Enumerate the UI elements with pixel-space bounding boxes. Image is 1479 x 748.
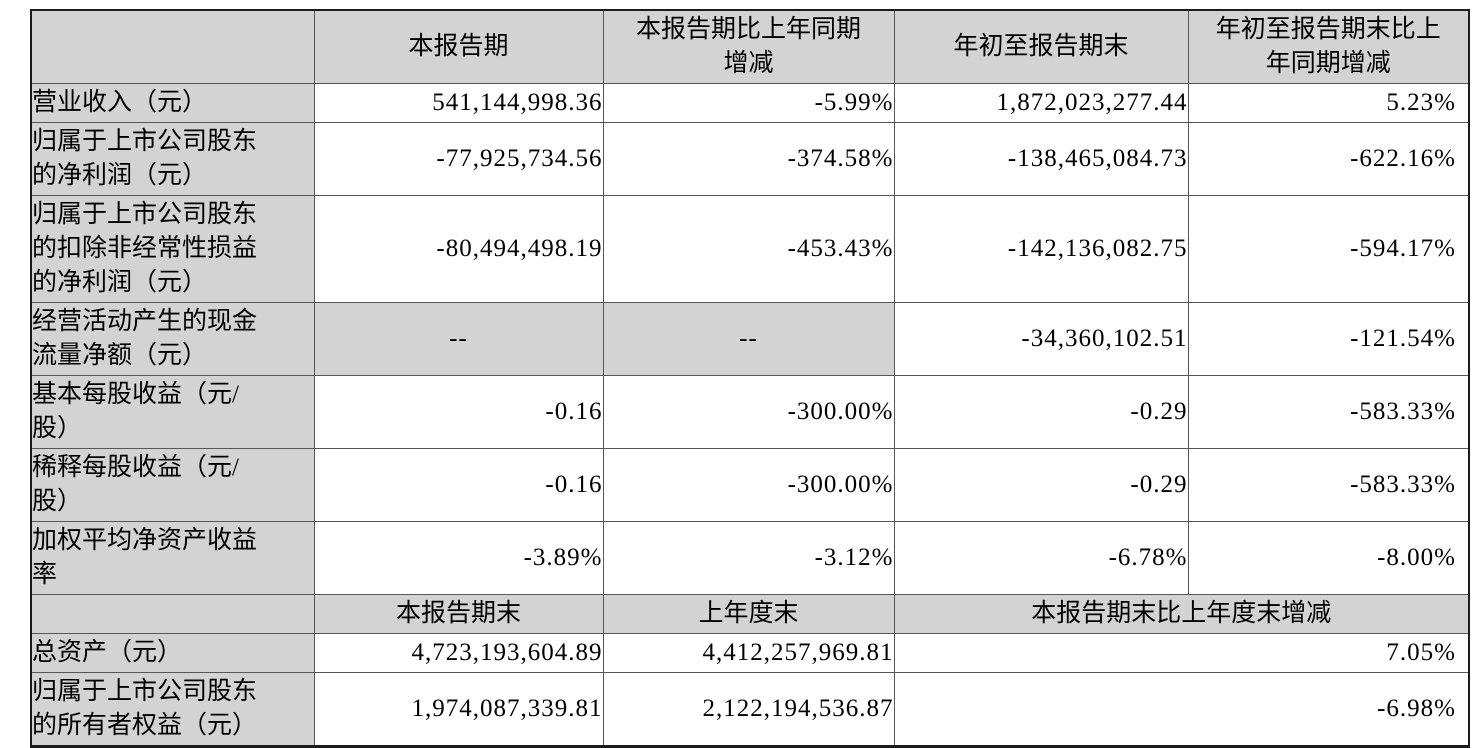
cell-ytd: 1,872,023,277.44 [893,83,1189,123]
table-row-basic-eps: 基本每股收益（元/ 股） -0.16 -300.00% -0.29 -583.3… [30,375,1470,449]
cell-current: -0.16 [313,375,604,449]
cell-ytd: -34,360,102.51 [893,302,1189,376]
cell-ytd: -138,465,084.73 [893,122,1189,196]
cell-current-yoy: -3.12% [602,521,895,595]
table-row-weighted-avg-roe: 加权平均净资产收益 率 -3.89% -3.12% -6.78% -8.00% [30,521,1470,595]
cell-ytd-yoy: -8.00% [1187,521,1470,595]
corner-blank-cell [30,594,315,634]
table-row-revenue: 营业收入（元） 541,144,998.36 -5.99% 1,872,023,… [30,83,1470,123]
header-period-end: 本报告期末 [313,594,604,634]
cell-ytd-yoy: -583.33% [1187,375,1470,449]
cell-ytd: -0.29 [893,448,1189,522]
header-period-end-vs-prior-yearend: 本报告期末比上年度末增减 [893,594,1470,634]
cell-current-yoy: -374.58% [602,122,895,196]
period-header-row: 本报告期 本报告期比上年同期 增减 年初至报告期末 年初至报告期末比上 年同期增… [30,9,1470,84]
cell-current: 541,144,998.36 [313,83,604,123]
row-label: 经营活动产生的现金 流量净额（元） [30,302,315,376]
table-row-owners-equity: 归属于上市公司股东 的所有者权益（元） 1,974,087,339.81 2,1… [30,672,1470,747]
row-label: 总资产（元） [30,633,315,673]
row-label: 加权平均净资产收益 率 [30,521,315,595]
header-ytd-vs-prior-yoy: 年初至报告期末比上 年同期增减 [1187,9,1470,84]
row-label: 基本每股收益（元/ 股） [30,375,315,449]
cell-ytd: -0.29 [893,375,1189,449]
cell-current-yoy-na: -- [602,302,895,376]
cell-change: -6.98% [893,672,1470,747]
row-label: 归属于上市公司股东 的净利润（元） [30,122,315,196]
cell-current: -0.16 [313,448,604,522]
cell-current-yoy: -300.00% [602,375,895,449]
cell-ytd-yoy: -622.16% [1187,122,1470,196]
cell-ytd-yoy: 5.23% [1187,83,1470,123]
cell-prior-yearend: 4,412,257,969.81 [602,633,895,673]
header-prior-yearend: 上年度末 [602,594,895,634]
cell-current: -77,925,734.56 [313,122,604,196]
row-label: 稀释每股收益（元/ 股） [30,448,315,522]
cell-period-end: 4,723,193,604.89 [313,633,604,673]
table-row-total-assets: 总资产（元） 4,723,193,604.89 4,412,257,969.81… [30,633,1470,673]
cell-ytd-yoy: -594.17% [1187,195,1470,303]
yearend-header-row: 本报告期末 上年度末 本报告期末比上年度末增减 [30,594,1470,634]
cell-ytd-yoy: -121.54% [1187,302,1470,376]
cell-current: -3.89% [313,521,604,595]
cell-current-yoy: -453.43% [602,195,895,303]
table-row-net-profit: 归属于上市公司股东 的净利润（元） -77,925,734.56 -374.58… [30,122,1470,196]
header-current-period: 本报告期 [313,9,604,84]
cell-current-na: -- [313,302,604,376]
table-row-net-profit-excl-nonrecurring: 归属于上市公司股东 的扣除非经常性损益 的净利润（元） -80,494,498.… [30,195,1470,303]
cell-ytd: -142,136,082.75 [893,195,1189,303]
header-ytd: 年初至报告期末 [893,9,1189,84]
key-financials-table: 本报告期 本报告期比上年同期 增减 年初至报告期末 年初至报告期末比上 年同期增… [30,9,1470,748]
row-label: 营业收入（元） [30,83,315,123]
table-row-operating-cash-flow: 经营活动产生的现金 流量净额（元） -- -- -34,360,102.51 -… [30,302,1470,376]
cell-ytd-yoy: -583.33% [1187,448,1470,522]
row-label: 归属于上市公司股东 的扣除非经常性损益 的净利润（元） [30,195,315,303]
header-current-vs-prior-yoy: 本报告期比上年同期 增减 [602,9,895,84]
corner-blank-cell [30,9,315,84]
cell-ytd: -6.78% [893,521,1189,595]
cell-current-yoy: -5.99% [602,83,895,123]
cell-current: -80,494,498.19 [313,195,604,303]
row-label: 归属于上市公司股东 的所有者权益（元） [30,672,315,747]
table-row-diluted-eps: 稀释每股收益（元/ 股） -0.16 -300.00% -0.29 -583.3… [30,448,1470,522]
cell-prior-yearend: 2,122,194,536.87 [602,672,895,747]
cell-period-end: 1,974,087,339.81 [313,672,604,747]
cell-change: 7.05% [893,633,1470,673]
cell-current-yoy: -300.00% [602,448,895,522]
